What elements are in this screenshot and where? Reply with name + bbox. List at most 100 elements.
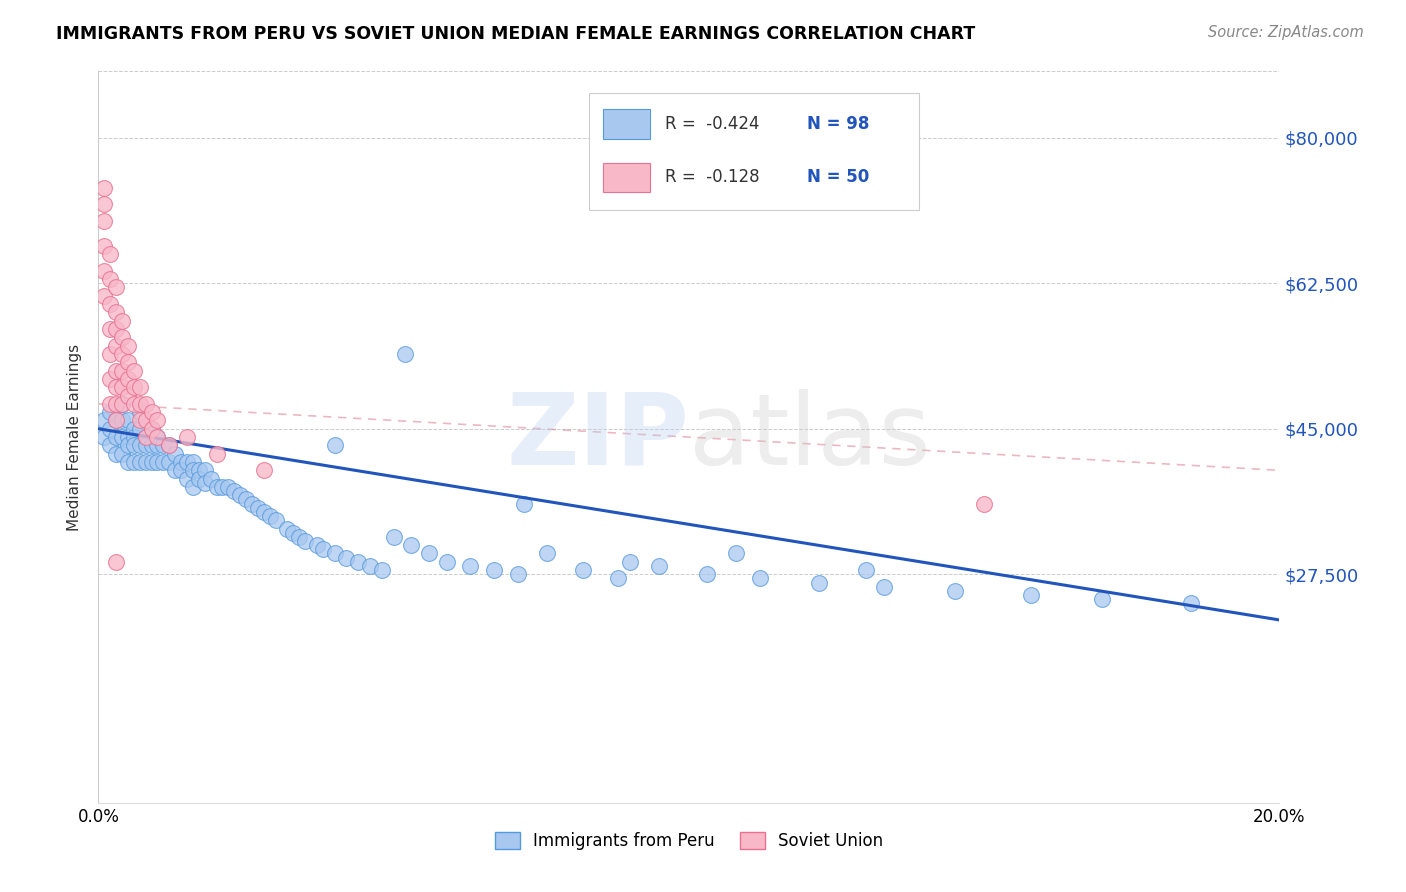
Point xyxy=(135,455,157,469)
Point xyxy=(170,455,193,469)
Point xyxy=(111,330,134,344)
Point xyxy=(146,413,169,427)
Point xyxy=(117,388,139,402)
Text: IMMIGRANTS FROM PERU VS SOVIET UNION MEDIAN FEMALE EARNINGS CORRELATION CHART: IMMIGRANTS FROM PERU VS SOVIET UNION MED… xyxy=(56,25,976,43)
Point xyxy=(619,555,641,569)
Point xyxy=(157,438,180,452)
Point xyxy=(323,438,346,452)
Point xyxy=(93,264,115,278)
Point xyxy=(93,180,115,194)
Point xyxy=(536,546,558,560)
Point xyxy=(152,438,174,452)
Point xyxy=(855,563,877,577)
Point xyxy=(200,472,222,486)
Point xyxy=(146,430,169,444)
Point xyxy=(253,463,276,477)
Point xyxy=(235,492,257,507)
Point xyxy=(93,413,115,427)
Point xyxy=(873,580,896,594)
Point xyxy=(211,480,233,494)
Point xyxy=(165,447,187,461)
Point xyxy=(111,380,134,394)
Point xyxy=(98,405,121,419)
Point xyxy=(194,475,217,490)
Point xyxy=(725,546,748,560)
Point xyxy=(135,413,157,427)
Point xyxy=(98,247,121,261)
Point xyxy=(205,480,228,494)
Point xyxy=(105,397,128,411)
Point xyxy=(111,314,134,328)
Text: ZIP: ZIP xyxy=(506,389,689,485)
Point xyxy=(135,430,157,444)
Point xyxy=(93,289,115,303)
Point xyxy=(122,397,145,411)
Point xyxy=(105,555,128,569)
Point xyxy=(335,550,357,565)
Point xyxy=(117,438,139,452)
Point xyxy=(128,405,150,419)
Point xyxy=(283,525,305,540)
Point xyxy=(482,563,505,577)
Point xyxy=(135,430,157,444)
Point xyxy=(128,397,150,411)
Text: N = 98: N = 98 xyxy=(807,115,869,133)
Point xyxy=(194,463,217,477)
Point xyxy=(98,438,121,452)
Point xyxy=(436,555,458,569)
Point xyxy=(117,372,139,386)
Point xyxy=(512,497,534,511)
Point xyxy=(157,455,180,469)
Point xyxy=(371,563,394,577)
Point xyxy=(111,447,134,461)
Point xyxy=(276,521,298,535)
Y-axis label: Median Female Earnings: Median Female Earnings xyxy=(67,343,83,531)
Point xyxy=(117,430,139,444)
Point xyxy=(259,509,281,524)
Point xyxy=(128,422,150,436)
Point xyxy=(181,455,204,469)
Point xyxy=(217,480,239,494)
Point xyxy=(141,455,163,469)
Point xyxy=(264,513,287,527)
Point xyxy=(696,567,718,582)
Point xyxy=(152,455,174,469)
Point xyxy=(141,422,163,436)
Text: R =  -0.424: R = -0.424 xyxy=(665,115,759,133)
Point xyxy=(105,380,128,394)
Point xyxy=(105,447,128,461)
Point xyxy=(141,405,163,419)
Point xyxy=(288,530,311,544)
Point xyxy=(1021,588,1043,602)
Point xyxy=(807,575,830,590)
Point xyxy=(205,447,228,461)
Point xyxy=(187,472,209,486)
Point xyxy=(135,438,157,452)
Point xyxy=(117,355,139,369)
Point xyxy=(165,463,187,477)
Point xyxy=(117,338,139,352)
Point xyxy=(359,558,381,573)
Point xyxy=(648,558,671,573)
Point xyxy=(187,463,209,477)
Point xyxy=(181,463,204,477)
Point xyxy=(98,297,121,311)
Point xyxy=(105,413,128,427)
Point xyxy=(170,463,193,477)
Point xyxy=(98,322,121,336)
Point xyxy=(93,430,115,444)
Point xyxy=(117,455,139,469)
Point xyxy=(105,430,128,444)
Point xyxy=(229,488,252,502)
Point xyxy=(111,413,134,427)
Point xyxy=(98,397,121,411)
Text: R =  -0.128: R = -0.128 xyxy=(665,169,761,186)
Point xyxy=(1091,592,1114,607)
Point xyxy=(607,571,630,585)
Point xyxy=(93,214,115,228)
Point xyxy=(748,571,770,585)
Point xyxy=(181,480,204,494)
Point xyxy=(312,542,335,557)
Point xyxy=(105,363,128,377)
Text: atlas: atlas xyxy=(689,389,931,485)
